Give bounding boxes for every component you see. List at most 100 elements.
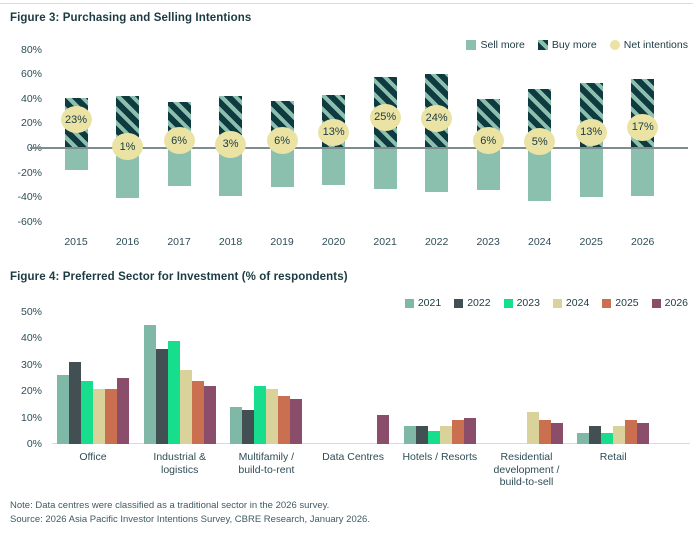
sector-bar-2024 bbox=[266, 388, 279, 444]
legend-label: Buy more bbox=[551, 39, 597, 51]
net-intentions-label: 13% bbox=[575, 118, 607, 146]
sector-bar-2023 bbox=[167, 341, 180, 444]
sector-bar-2024 bbox=[179, 370, 192, 444]
legend-swatch-icon bbox=[537, 40, 548, 50]
fig4-category-label: Residential development / build-to-sell bbox=[479, 451, 575, 489]
sector-bar-2025 bbox=[278, 396, 291, 444]
legend-label: Net intentions bbox=[623, 39, 688, 51]
legend-item-2026: 2026 bbox=[651, 297, 688, 309]
fig3-year-label: 2022 bbox=[424, 236, 449, 248]
sector-bar-2021 bbox=[403, 425, 416, 444]
fig3-ytick: 80% bbox=[20, 43, 42, 56]
net-intentions-label: 5% bbox=[524, 128, 556, 156]
sell-more-bar bbox=[631, 148, 655, 196]
fig3-year-label: 2025 bbox=[579, 236, 603, 248]
figure3-legend: Sell more Buy more Net intentions bbox=[466, 39, 688, 51]
fig4-ytick: 20% bbox=[20, 385, 42, 398]
legend-item-2023: 2023 bbox=[503, 297, 540, 309]
fig3-year-label: 2016 bbox=[115, 236, 140, 248]
sector-bar-2026 bbox=[203, 385, 216, 444]
sell-more-bar bbox=[322, 148, 346, 185]
sector-bar-2021 bbox=[57, 375, 69, 444]
sector-bar-2021 bbox=[230, 407, 243, 444]
category-label-line: Office bbox=[79, 451, 107, 463]
fig3-year-label: 2020 bbox=[321, 236, 346, 248]
legend-label: Sell more bbox=[480, 39, 525, 51]
sector-bar-2024 bbox=[93, 388, 105, 444]
fig3-year-label: 2019 bbox=[270, 236, 294, 248]
fig4-axis-line bbox=[52, 443, 690, 444]
legend-swatch-icon bbox=[466, 40, 477, 50]
figure4-legend: 2021 2022 2023 2024 2025 2026 bbox=[404, 297, 688, 309]
fig3-ytick: -20% bbox=[17, 166, 42, 179]
net-intentions-label: 25% bbox=[369, 103, 401, 131]
sell-more-bar bbox=[373, 148, 397, 189]
sector-bar-2026 bbox=[637, 422, 650, 444]
note-text: Note: Data centres were classified as a … bbox=[10, 500, 330, 511]
fig4-category-label: Retail bbox=[565, 451, 661, 464]
legend-label: 2022 bbox=[467, 297, 491, 309]
legend-label: 2025 bbox=[615, 297, 639, 309]
fig3-year-label: 2018 bbox=[218, 236, 243, 248]
legend-swatch-icon bbox=[552, 298, 562, 308]
sell-more-bar bbox=[167, 148, 191, 187]
fig3-year-label: 2017 bbox=[167, 236, 191, 248]
category-label-line: build-to-rent bbox=[238, 463, 295, 476]
figure3-title: Figure 3: Purchasing and Selling Intenti… bbox=[10, 12, 252, 24]
category-label-line: development / bbox=[493, 463, 560, 476]
legend-label: 2021 bbox=[417, 297, 442, 309]
legend-swatch-icon bbox=[454, 298, 464, 308]
sector-bar-2026 bbox=[463, 417, 476, 444]
net-intentions-label: 1% bbox=[112, 133, 144, 161]
fig4-ytick: 50% bbox=[20, 306, 42, 318]
sector-bar-2025 bbox=[625, 420, 638, 444]
legend-swatch-icon bbox=[404, 298, 414, 308]
legend-item-2021: 2021 bbox=[404, 297, 442, 309]
net-intentions-label: 3% bbox=[215, 130, 247, 158]
sector-bar-2026 bbox=[290, 399, 303, 444]
fig4-ytick: 40% bbox=[20, 332, 42, 345]
fig4-category-label: Multifamily / build-to-rent bbox=[218, 451, 314, 476]
fig3-ytick: 20% bbox=[20, 117, 42, 130]
legend-item-sell-more: Sell more bbox=[466, 39, 525, 51]
sector-bar-2022 bbox=[415, 425, 428, 444]
fig4-category-label: Hotels / Resorts bbox=[392, 451, 488, 464]
sector-bar-2022 bbox=[155, 348, 168, 444]
fig3-year-label: 2026 bbox=[631, 236, 655, 248]
legend-item-2025: 2025 bbox=[602, 297, 639, 309]
sector-bar-2021 bbox=[577, 433, 590, 444]
sell-more-bar bbox=[270, 148, 294, 188]
fig3-year-label: 2023 bbox=[476, 236, 500, 248]
net-intentions-label: 13% bbox=[318, 118, 350, 146]
fig3-zero-line bbox=[30, 147, 688, 149]
sell-more-bar bbox=[425, 148, 449, 193]
sell-more-bar bbox=[219, 148, 243, 196]
sector-bar-2024 bbox=[526, 412, 539, 444]
sector-bar-2022 bbox=[589, 425, 602, 444]
sell-more-bar bbox=[476, 148, 500, 190]
fig4-ytick: 30% bbox=[20, 358, 42, 371]
sector-bar-2023 bbox=[601, 433, 614, 444]
fig4-category-label: Office bbox=[45, 451, 141, 464]
legend-item-2024: 2024 bbox=[552, 297, 589, 309]
net-intentions-label: 24% bbox=[421, 104, 453, 132]
sector-bar-2022 bbox=[242, 409, 255, 444]
category-label-line: Multifamily / bbox=[238, 451, 295, 463]
category-label-line: build-to-sell bbox=[499, 476, 554, 488]
sector-bar-2025 bbox=[538, 420, 551, 444]
legend-swatch-icon bbox=[651, 298, 661, 308]
fig4-category-label: Data Centres bbox=[305, 451, 401, 464]
sector-bar-2026 bbox=[550, 422, 563, 444]
fig3-ytick: 60% bbox=[20, 68, 42, 81]
net-intentions-label: 23% bbox=[60, 106, 92, 134]
category-label-line: Hotels / Resorts bbox=[402, 451, 478, 463]
legend-item-buy-more: Buy more bbox=[537, 39, 597, 51]
category-label-line: Industrial & bbox=[153, 451, 206, 463]
category-label-line: logistics bbox=[161, 463, 199, 476]
net-intentions-label: 6% bbox=[163, 127, 195, 155]
sell-more-bar bbox=[116, 148, 140, 199]
top-divider bbox=[0, 3, 693, 4]
sector-bar-2024 bbox=[613, 425, 626, 444]
sector-bar-2025 bbox=[451, 420, 464, 444]
